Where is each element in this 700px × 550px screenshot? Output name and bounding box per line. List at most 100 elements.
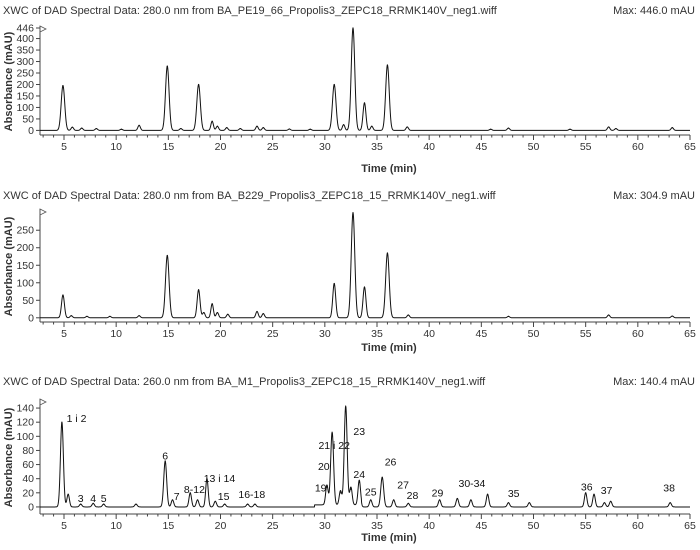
data-point [211, 303, 213, 305]
x-axis-label: Time (min) [361, 532, 417, 544]
x-axis-label: Time (min) [361, 163, 417, 175]
data-point [393, 499, 395, 501]
data-point [61, 421, 63, 423]
y-tick-label: 446 [16, 23, 34, 35]
max-label: Max: 140.4 mAU [613, 376, 695, 388]
data-point [203, 311, 205, 314]
data-point [256, 310, 258, 313]
data-point [216, 311, 218, 314]
data-point [189, 492, 191, 494]
x-tick-label: 5 [61, 328, 67, 340]
data-point [386, 252, 389, 254]
data-point [226, 127, 228, 129]
data-point [456, 497, 458, 500]
y-tick-label: 350 [16, 45, 34, 57]
x-tick-label: 45 [475, 141, 487, 153]
x-tick-label: 50 [528, 520, 540, 532]
data-point [71, 126, 73, 128]
data-point [345, 407, 347, 409]
data-point [239, 127, 241, 130]
data-point [610, 500, 612, 502]
data-point [256, 125, 258, 127]
axis-marker-icon [39, 25, 47, 33]
peak-annotation: 4 [90, 493, 96, 505]
peak-annotation: 30-34 [459, 478, 486, 490]
peak-annotation: 16-18 [238, 489, 265, 501]
data-point [214, 500, 216, 502]
max-label: Max: 304.9 mAU [613, 190, 695, 202]
y-tick-label: 50 [22, 295, 34, 307]
data-point [120, 128, 122, 130]
data-point [103, 503, 105, 505]
y-tick-label: 150 [16, 260, 34, 272]
data-point [180, 127, 182, 130]
data-point [358, 481, 360, 483]
x-tick-label: 65 [684, 520, 696, 532]
data-point [247, 503, 249, 505]
data-point [196, 499, 199, 501]
data-point [486, 493, 489, 495]
data-point [197, 289, 200, 291]
data-point [62, 85, 64, 87]
data-point [671, 127, 673, 129]
data-point [80, 503, 82, 505]
data-point [507, 502, 510, 504]
peak-annotation: 7 [174, 491, 180, 503]
data-point [593, 493, 595, 495]
y-tick-label: 20 [22, 487, 34, 499]
x-tick-label: 5 [61, 520, 67, 532]
data-point [262, 312, 264, 315]
x-tick-label: 60 [632, 141, 644, 153]
peak-annotation: 24 [353, 469, 365, 481]
x-tick-label: 10 [110, 328, 122, 340]
x-tick-label: 55 [580, 328, 592, 340]
x-tick-label: 25 [267, 141, 279, 153]
x-tick-label: 20 [215, 328, 227, 340]
data-point [95, 127, 97, 130]
data-point [62, 294, 64, 296]
data-point [211, 120, 213, 122]
series-line [39, 27, 691, 131]
x-tick-label: 45 [475, 328, 487, 340]
series-line [39, 212, 691, 319]
data-point [671, 315, 673, 317]
peak-annotation: 25 [365, 487, 377, 499]
data-point [528, 502, 530, 504]
peak-annotation: 27 [397, 480, 409, 492]
series-line [39, 405, 691, 508]
data-point [92, 502, 94, 505]
data-point [331, 433, 333, 435]
data-point [227, 313, 229, 315]
y-tick-label: 400 [16, 33, 34, 45]
data-point [569, 128, 571, 130]
y-tick-label: 0 [28, 125, 34, 137]
data-point [224, 503, 226, 505]
data-point [381, 476, 383, 478]
x-tick-label: 35 [371, 520, 383, 532]
y-tick-label: 120 [16, 417, 34, 429]
data-point [70, 315, 72, 317]
x-tick-label: 35 [371, 328, 383, 340]
peak-annotation: 36 [581, 482, 593, 494]
data-point [608, 126, 610, 128]
max-label: Max: 446.0 mAU [613, 5, 695, 17]
peak-annotation: 8-12 [184, 484, 205, 496]
x-tick-label: 15 [162, 141, 174, 153]
y-tick-label: 50 [22, 113, 34, 125]
data-point [407, 314, 409, 316]
data-point [333, 282, 335, 285]
x-tick-label: 65 [684, 328, 696, 340]
data-point [615, 127, 617, 130]
x-tick-label: 20 [215, 520, 227, 532]
x-tick-label: 10 [110, 141, 122, 153]
data-point [138, 124, 140, 126]
peak-annotation: 37 [601, 485, 613, 497]
x-tick-label: 55 [580, 141, 592, 153]
data-point [490, 128, 492, 130]
chart-title: XWC of DAD Spectral Data: 280.0 nm from … [3, 190, 497, 202]
chart-title: XWC of DAD Spectral Data: 260.0 nm from … [3, 376, 486, 388]
y-tick-label: 100 [16, 431, 34, 443]
x-tick-label: 30 [319, 141, 331, 153]
peak-annotation: 38 [663, 482, 675, 494]
data-point [326, 486, 328, 488]
